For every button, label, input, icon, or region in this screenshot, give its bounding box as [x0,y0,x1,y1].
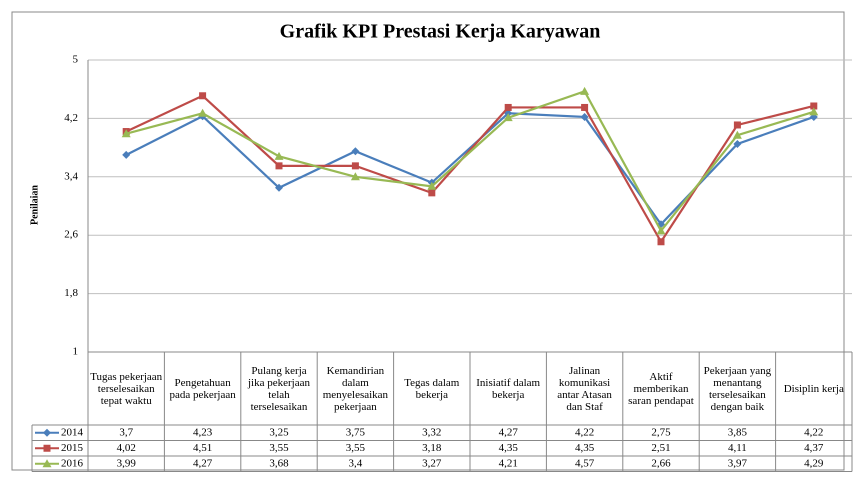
table-value: 4,11 [728,442,747,454]
marker [503,113,513,122]
y-tick-label: 1,8 [64,287,78,299]
chart-frame [11,11,845,471]
marker [198,108,208,117]
marker [733,139,742,148]
x-tick-label: Inisiatif dalam bekerja [476,376,541,401]
x-tick-label: Kemandirian dalam menyelesaikan pekerjaa… [322,364,389,413]
table-value: 4,22 [804,426,823,438]
x-tick-label: Tegas dalam bekerja [404,376,460,401]
marker [199,92,207,100]
table-value: 4,27 [193,457,213,469]
marker [122,150,131,159]
y-tick-label: 1 [73,346,79,358]
legend-marker [43,444,51,452]
y-tick-label: 2,6 [64,229,78,241]
table-value: 4,21 [499,457,518,469]
legend-label: 2016 [61,457,84,469]
table-value: 3,55 [269,442,289,454]
table-value: 3,75 [346,426,366,438]
legend-marker [42,459,52,468]
table-value: 3,99 [117,457,137,469]
x-tick-label: Aktif memberikan saran pendapat [628,370,694,407]
marker [733,121,741,129]
marker [275,183,283,192]
table-value: 3,7 [119,426,133,438]
table-value: 4,51 [193,442,212,454]
marker [428,189,436,197]
table-value: 2,66 [651,457,671,469]
series-line [125,90,815,233]
marker [810,102,818,110]
table-value: 3,32 [422,426,441,438]
marker [657,238,665,246]
table-value: 4,02 [117,442,136,454]
table-value: 3,85 [728,426,748,438]
legend-label: 2015 [61,442,84,454]
table-value: 3,68 [269,457,289,469]
x-tick-label: Tugas pekerjaan terselesaikan tepat wakt… [90,370,163,407]
x-tick-label: Pulang kerja jika pekerjaan telah tersel… [247,364,310,413]
x-tick-label: Jalinan komunikasi antar Atasan dan Staf [557,364,612,413]
marker [581,103,589,111]
table-value: 4,29 [804,457,824,469]
marker [275,162,283,170]
marker [427,181,437,190]
table-value: 3,4 [349,457,363,469]
table-value: 2,75 [651,426,671,438]
table-value: 4,23 [193,426,213,438]
y-tick-label: 3,4 [64,170,78,182]
y-tick-label: 4,2 [64,112,78,124]
table-value: 3,25 [269,426,289,438]
table-value: 3,18 [422,442,442,454]
marker [351,162,359,170]
marker [504,103,512,111]
table-value: 3,97 [728,457,748,469]
y-tick-label: 5 [73,54,79,66]
x-tick-label: Disiplin kerja [783,382,844,395]
table-value: 4,57 [575,457,595,469]
table-value: 4,37 [804,442,824,454]
x-tick-label: Pekerjaan yang menantang terselesaikan d… [703,364,772,413]
x-tick-label: Pengetahuan pada pekerjaan [169,376,236,401]
marker [350,172,360,181]
table-value: 3,55 [346,442,366,454]
marker [274,151,284,160]
table-value: 4,35 [575,442,595,454]
table-value: 4,35 [499,442,519,454]
marker [656,226,666,235]
marker [351,147,360,156]
table-value: 3,27 [422,457,442,469]
marker [732,130,742,139]
legend-label: 2014 [61,426,84,438]
marker [580,112,589,121]
marker [121,129,131,138]
y-axis-label: Penilaian [29,185,40,225]
marker [580,86,590,95]
chart-title: Grafik KPI Prestasi Kerja Karyawan [280,21,601,43]
table-value: 2,51 [651,442,670,454]
legend-marker [43,428,51,437]
marker [809,107,819,116]
table-value: 4,22 [575,426,594,438]
table-value: 4,27 [499,426,519,438]
